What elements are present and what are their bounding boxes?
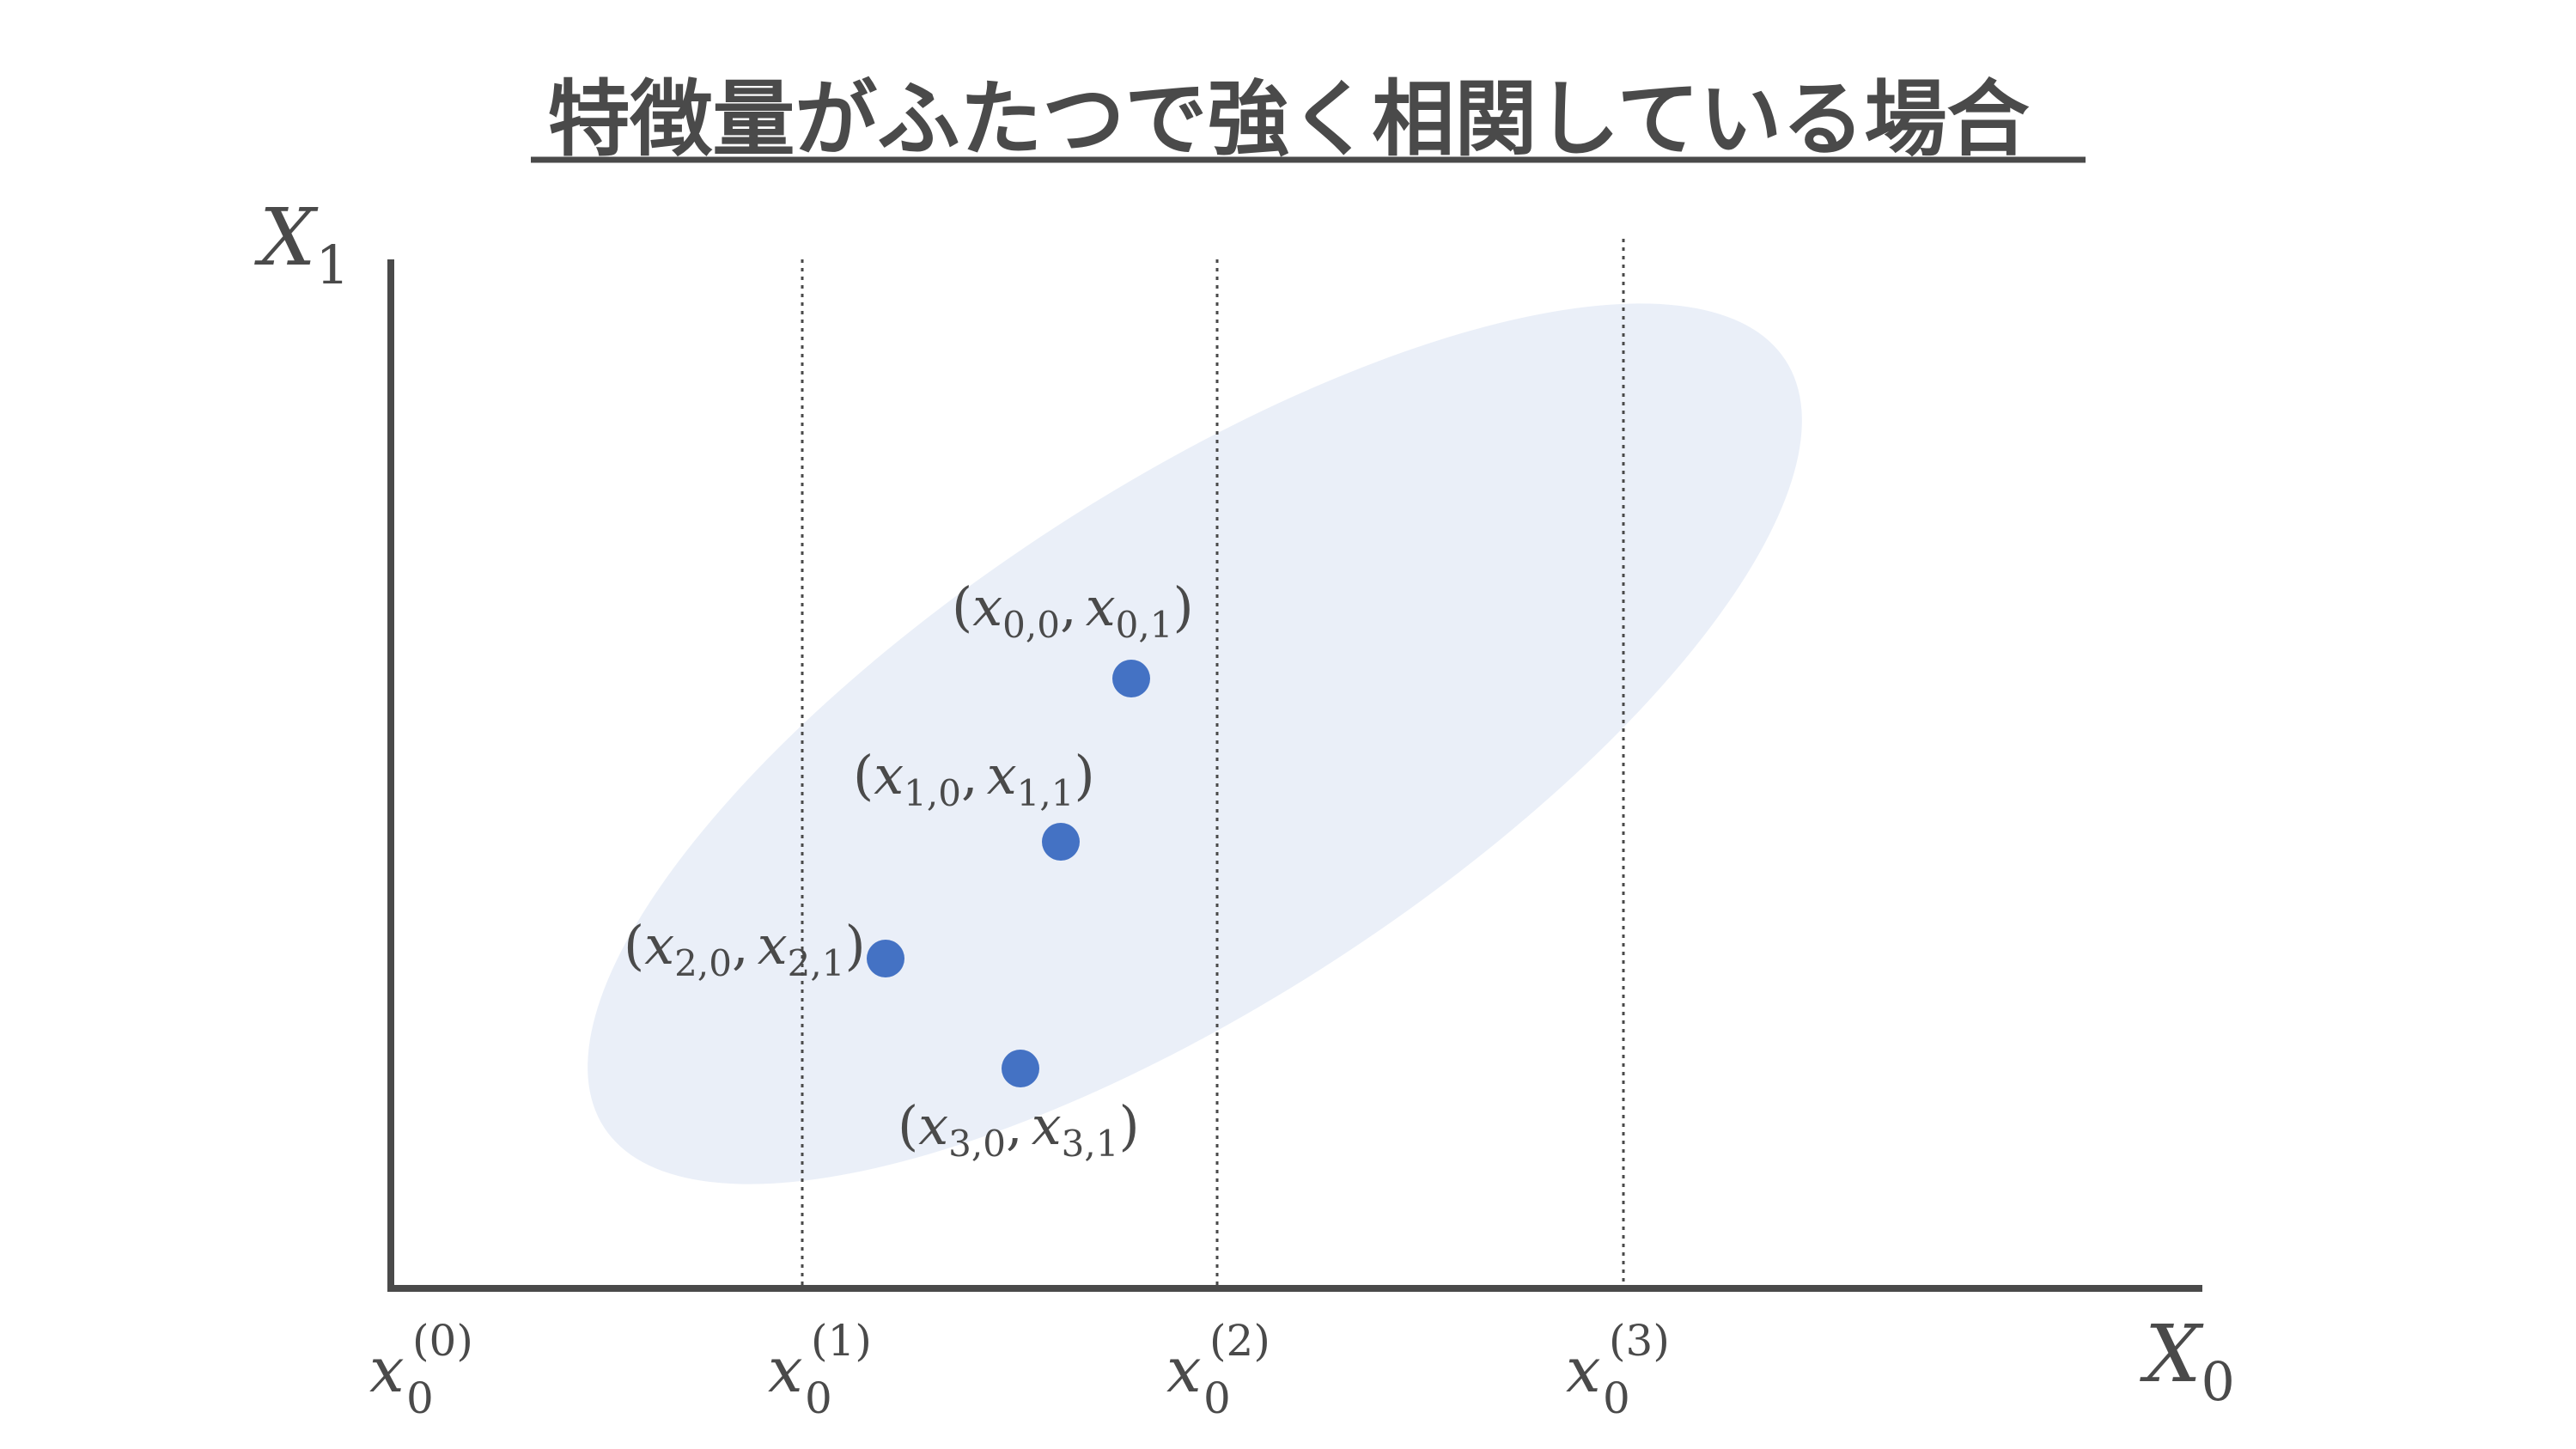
correlation-ellipse bbox=[588, 303, 1802, 1184]
data-point-1 bbox=[1042, 823, 1080, 861]
data-points bbox=[867, 660, 1150, 1087]
point-labels: (x0,0, x0,1) (x1,0, x1,1) (x2,0, x2,1) (x3,… bbox=[624, 575, 1194, 1165]
diagram-title: 特徴量がふたつで強く相関している場合 bbox=[547, 71, 2029, 167]
svg-text:x: x bbox=[1166, 1334, 1202, 1406]
svg-text:x: x bbox=[768, 1334, 803, 1406]
tick-label-x0-2: x (2) 0 bbox=[1166, 1316, 1270, 1423]
svg-text:(1): (1) bbox=[811, 1316, 872, 1366]
x-tick-labels: x (0) 0 x (1) 0 x (2) 0 x (3) 0 bbox=[369, 1316, 1670, 1423]
svg-text:0: 0 bbox=[1203, 1373, 1231, 1423]
y-axis-label: X1 bbox=[254, 192, 350, 296]
point-label-2: (x2,0, x2,1) bbox=[624, 914, 866, 984]
data-point-0 bbox=[1112, 660, 1150, 697]
svg-text:x: x bbox=[369, 1334, 405, 1406]
point-label-1: (x1,0, x1,1) bbox=[853, 744, 1095, 814]
point-label-3: (x3,0, x3,1) bbox=[898, 1094, 1140, 1165]
x-axis-label: X0 bbox=[2140, 1308, 2235, 1413]
data-point-3 bbox=[1002, 1050, 1039, 1087]
tick-label-x0-0: x (0) 0 bbox=[369, 1316, 473, 1423]
svg-text:0: 0 bbox=[805, 1373, 832, 1423]
point-label-0: (x0,0, x0,1) bbox=[952, 575, 1194, 646]
svg-text:(3): (3) bbox=[1609, 1316, 1670, 1366]
svg-text:0: 0 bbox=[1603, 1373, 1630, 1423]
tick-label-x0-1: x (1) 0 bbox=[768, 1316, 872, 1423]
svg-text:0: 0 bbox=[406, 1373, 434, 1423]
svg-text:x: x bbox=[1566, 1334, 1601, 1406]
svg-text:(2): (2) bbox=[1209, 1316, 1270, 1366]
svg-text:(0): (0) bbox=[412, 1316, 473, 1366]
tick-label-x0-3: x (3) 0 bbox=[1566, 1316, 1670, 1423]
data-point-2 bbox=[867, 940, 904, 977]
